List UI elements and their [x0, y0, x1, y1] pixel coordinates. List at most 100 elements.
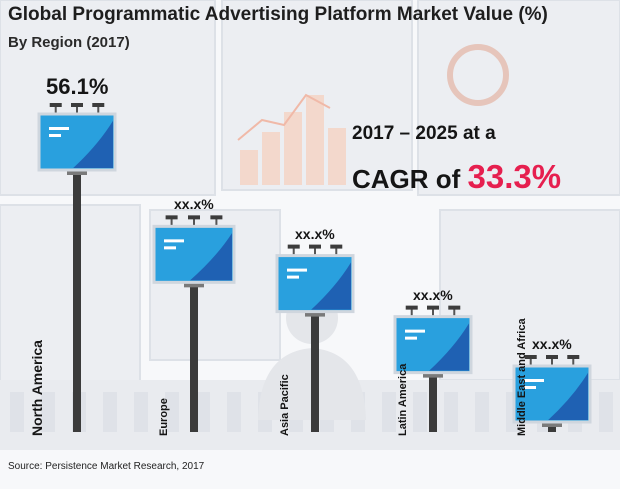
background-bar	[306, 95, 324, 185]
billboard-lamp	[546, 355, 558, 359]
billboard-bar	[393, 305, 473, 432]
category-label: Latin America	[397, 363, 409, 436]
billboard-lamp-stem	[335, 246, 338, 256]
billboard-lamp	[210, 215, 223, 220]
bar-value-label: xx.x%	[413, 286, 453, 303]
billboard-platform	[542, 422, 562, 427]
background-key	[165, 392, 179, 432]
billboard-accent-shape	[548, 372, 588, 420]
cagr-value: 33.3%	[467, 158, 562, 195]
background-key	[475, 392, 489, 432]
background-panel	[0, 204, 141, 386]
background-key	[196, 392, 210, 432]
billboard-text-line	[49, 134, 61, 137]
category-label: Europe	[158, 398, 170, 436]
billboard-lamp-stem	[76, 105, 78, 114]
billboard-lamp-stem	[215, 217, 218, 227]
category-label: North America	[29, 340, 45, 436]
background-bar	[240, 150, 258, 185]
chart-title: Global Programmatic Advertising Platform…	[8, 4, 548, 25]
billboard-accent-shape	[73, 120, 113, 168]
background-bar	[328, 128, 346, 185]
billboard-platform	[184, 282, 204, 288]
billboard-lamp	[567, 355, 580, 359]
bar-value-label: xx.x%	[174, 196, 214, 213]
source-note: Source: Persistence Market Research, 201…	[8, 461, 205, 472]
billboard-platform	[305, 311, 325, 317]
billboard-text-line	[164, 239, 184, 243]
billboard-lamp-stem	[453, 307, 456, 317]
billboard-lamp-stem	[572, 357, 575, 366]
billboard-bar	[37, 103, 117, 432]
bar-value-label: xx.x%	[295, 225, 335, 242]
cagr-callout-line2: CAGR of 33.3%	[352, 158, 561, 196]
background-key	[382, 392, 396, 432]
background-key	[599, 392, 613, 432]
billboard-lamp-stem	[529, 357, 532, 366]
billboard-lamp	[309, 244, 321, 249]
bar-value-label: 56.1%	[46, 74, 109, 99]
billboard-lamp-stem	[314, 246, 316, 256]
billboard-platform	[423, 372, 443, 378]
chart-subtitle: By Region (2017)	[8, 34, 130, 51]
billboard-text-line	[405, 336, 417, 340]
billboard-text-line	[524, 386, 536, 389]
background-key	[413, 392, 427, 432]
billboard-pole	[311, 311, 319, 432]
background-key	[103, 392, 117, 432]
billboard-lamp	[188, 215, 200, 220]
bar-value-label: xx.x%	[532, 336, 572, 352]
cagr-prefix: CAGR of	[352, 164, 468, 194]
category-label: Middle East and Africa	[516, 318, 528, 436]
background-bar	[284, 112, 302, 185]
billboard-lamp-stem	[410, 307, 413, 317]
billboard-text-line	[49, 127, 69, 130]
cagr-callout-line1: 2017 – 2025 at a	[352, 123, 496, 144]
billboard-lamp	[427, 305, 439, 310]
billboard-lamp-stem	[292, 246, 295, 256]
billboard-lamp	[49, 103, 62, 107]
category-label: Asia Pacific	[279, 374, 291, 436]
billboard-accent-shape	[190, 233, 232, 281]
billboard-lamp	[448, 305, 461, 310]
billboard-bar	[512, 355, 592, 432]
billboard-lamp	[330, 244, 343, 249]
billboard-pole	[429, 372, 437, 432]
billboard-lamp-stem	[54, 105, 57, 114]
billboard-lamp	[287, 244, 300, 249]
billboard-pole	[190, 282, 198, 432]
billboard-lamp	[165, 215, 178, 220]
billboard-bar	[275, 244, 355, 432]
billboard-lamp-stem	[97, 105, 100, 114]
background-key	[41, 392, 55, 432]
background-key	[134, 392, 148, 432]
billboard-text-line	[287, 275, 299, 279]
background-key	[10, 392, 24, 432]
billboard-lamp-stem	[551, 357, 553, 366]
background-key	[444, 392, 458, 432]
billboard-text-line	[164, 246, 176, 250]
background-panel	[417, 0, 620, 196]
billboard-lamp-stem	[170, 217, 173, 227]
billboard-text-line	[524, 379, 544, 382]
billboard-accent-shape	[429, 323, 469, 371]
billboard-bar	[152, 215, 236, 432]
background-trend-line	[237, 93, 331, 141]
background-bar	[262, 132, 280, 185]
billboard-text-line	[405, 329, 425, 333]
background-donut	[447, 44, 509, 106]
background-key	[227, 392, 241, 432]
billboard-lamp-stem	[193, 217, 195, 227]
billboard-lamp	[92, 103, 105, 107]
billboard-platform	[67, 170, 87, 175]
billboard-text-line	[287, 268, 307, 272]
billboard-lamp-stem	[432, 307, 434, 317]
billboard-lamp	[524, 355, 537, 359]
billboard-pole	[73, 170, 81, 432]
billboard-accent-shape	[311, 262, 351, 310]
billboard-lamp	[405, 305, 418, 310]
billboard-lamp	[71, 103, 83, 107]
